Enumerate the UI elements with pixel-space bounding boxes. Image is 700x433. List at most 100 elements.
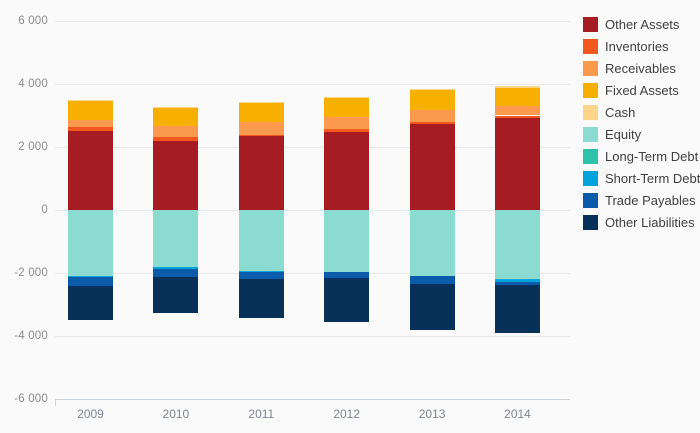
- bar-segment-cash-2011[interactable]: [238, 101, 284, 103]
- legend-label: Other Liabilities: [605, 214, 695, 230]
- bar-segment-cash-2012[interactable]: [324, 96, 370, 98]
- bar-segment-short-term-debt-2012[interactable]: [324, 271, 370, 273]
- legend-item-fixed-assets[interactable]: Fixed Assets: [583, 79, 698, 101]
- bar-segment-trade-payables-2014[interactable]: [495, 281, 540, 285]
- bar-segment-cash-2009[interactable]: [68, 100, 113, 102]
- x-axis-left-tick: [55, 399, 56, 406]
- x-axis-label-2014: 2014: [504, 407, 531, 421]
- bar-segment-inventories-2013[interactable]: [409, 122, 455, 124]
- bar-segment-receivables-2013[interactable]: [409, 109, 455, 123]
- legend-item-receivables[interactable]: Receivables: [583, 57, 698, 79]
- bar-segment-receivables-2014[interactable]: [495, 105, 540, 116]
- bar-segment-cash-2014[interactable]: [495, 85, 540, 88]
- legend-label: Cash: [605, 104, 636, 120]
- legend-swatch: [583, 126, 598, 142]
- legend-swatch: [583, 104, 598, 120]
- bar-segment-inventories-2011[interactable]: [238, 134, 284, 137]
- y-axis-tick-label: -2 000: [14, 267, 48, 279]
- bar-segment-trade-payables-2009[interactable]: [68, 277, 113, 287]
- bar-segment-fixed-assets-2012[interactable]: [324, 97, 370, 118]
- bar-segment-cash-2010[interactable]: [153, 106, 199, 108]
- bar-segment-short-term-debt-2013[interactable]: [409, 275, 455, 277]
- bar-segment-inventories-2012[interactable]: [324, 129, 370, 132]
- legend-label: Inventories: [605, 38, 669, 54]
- bar-segment-receivables-2012[interactable]: [324, 117, 370, 130]
- legend-label: Fixed Assets: [605, 82, 679, 98]
- bar-segment-inventories-2014[interactable]: [495, 115, 540, 119]
- x-axis-label-2013: 2013: [418, 407, 446, 421]
- legend-item-other-assets[interactable]: Other Assets: [583, 13, 698, 35]
- bar-segment-inventories-2010[interactable]: [153, 136, 199, 141]
- bar-segment-other-assets-2011[interactable]: [238, 136, 284, 210]
- bar-segment-receivables-2010[interactable]: [153, 126, 199, 137]
- bar-segment-other-liabilities-2012[interactable]: [324, 278, 370, 323]
- legend-swatch: [583, 60, 598, 76]
- bar-segment-other-assets-2012[interactable]: [324, 131, 370, 210]
- gridline-6000: [55, 21, 570, 22]
- y-axis-tick-label: -6 000: [14, 393, 48, 405]
- bar-segment-equity-2014[interactable]: [495, 210, 540, 279]
- y-axis-tick-label: 2 000: [18, 141, 48, 153]
- bar-segment-other-assets-2009[interactable]: [68, 131, 113, 210]
- legend-label: Receivables: [605, 60, 676, 76]
- bar-segment-equity-2010[interactable]: [153, 210, 199, 267]
- legend-item-cash[interactable]: Cash: [583, 101, 698, 123]
- gridline-2000: [55, 147, 570, 148]
- legend-item-short-term-debt[interactable]: Short-Term Debt: [583, 167, 700, 189]
- legend-item-inventories[interactable]: Inventories: [583, 35, 698, 57]
- bar-segment-equity-2012[interactable]: [324, 210, 370, 272]
- legend-label: Trade Payables: [605, 192, 696, 208]
- bar-segment-cash-2013[interactable]: [409, 89, 455, 90]
- bar-segment-fixed-assets-2013[interactable]: [409, 89, 455, 110]
- bar-segment-other-liabilities-2014[interactable]: [495, 284, 540, 333]
- bar-segment-fixed-assets-2011[interactable]: [238, 102, 284, 123]
- bar-segment-trade-payables-2010[interactable]: [153, 268, 199, 278]
- legend-swatch: [583, 16, 598, 32]
- bar-segment-equity-2011[interactable]: [238, 210, 284, 271]
- bar-segment-other-liabilities-2013[interactable]: [409, 284, 455, 330]
- gridline-0: [55, 210, 570, 211]
- bar-segment-receivables-2011[interactable]: [238, 122, 284, 135]
- bar-segment-receivables-2009[interactable]: [68, 120, 113, 128]
- legend-swatch: [583, 192, 598, 208]
- y-axis-tick-label: -4 000: [14, 330, 48, 342]
- bar-segment-trade-payables-2012[interactable]: [324, 272, 370, 279]
- bar-segment-other-liabilities-2011[interactable]: [238, 278, 284, 318]
- legend-item-long-term-debt[interactable]: Long-Term Debt: [583, 145, 698, 167]
- bar-segment-short-term-debt-2010[interactable]: [153, 267, 199, 269]
- bar-segment-short-term-debt-2011[interactable]: [238, 271, 284, 273]
- legend-swatch: [583, 214, 598, 230]
- legend-label: Long-Term Debt: [605, 148, 699, 164]
- bar-segment-equity-2013[interactable]: [409, 210, 455, 276]
- bar-segment-equity-2009[interactable]: [68, 210, 113, 276]
- legend-item-equity[interactable]: Equity: [583, 123, 698, 145]
- bar-segment-trade-payables-2013[interactable]: [409, 276, 455, 285]
- legend-swatch: [583, 38, 598, 54]
- legend-label: Other Assets: [605, 16, 680, 32]
- bar-segment-fixed-assets-2014[interactable]: [495, 87, 540, 106]
- x-axis-label-2012: 2012: [333, 407, 361, 421]
- legend-item-trade-payables[interactable]: Trade Payables: [583, 189, 698, 211]
- bar-segment-other-liabilities-2009[interactable]: [68, 286, 113, 320]
- bar-segment-fixed-assets-2010[interactable]: [153, 107, 199, 127]
- legend: Other Assets Inventories Receivables Fixed …: [583, 13, 700, 233]
- bar-segment-other-assets-2010[interactable]: [153, 141, 199, 210]
- bar-segment-fixed-assets-2009[interactable]: [68, 101, 113, 121]
- gridline--2000: [55, 273, 570, 274]
- legend-swatch: [583, 82, 598, 98]
- bar-segment-other-assets-2014[interactable]: [495, 118, 540, 210]
- legend-swatch: [583, 170, 598, 186]
- bar-segment-short-term-debt-2014[interactable]: [495, 278, 540, 282]
- bar-segment-long-term-debt-2009[interactable]: [68, 275, 113, 277]
- y-axis-tick-label: 0: [41, 204, 48, 216]
- y-axis-tick-label: 4 000: [18, 78, 48, 90]
- bar-segment-inventories-2009[interactable]: [68, 127, 113, 132]
- bar-segment-other-assets-2013[interactable]: [409, 123, 455, 210]
- legend-item-other-liabilities[interactable]: Other Liabilities: [583, 211, 698, 233]
- x-axis-label-2011: 2011: [248, 407, 275, 421]
- bar-segment-short-term-debt-2009[interactable]: [68, 276, 113, 278]
- bar-segment-other-liabilities-2010[interactable]: [153, 277, 199, 313]
- bar-segment-trade-payables-2011[interactable]: [238, 272, 284, 279]
- gridline--4000: [55, 336, 570, 337]
